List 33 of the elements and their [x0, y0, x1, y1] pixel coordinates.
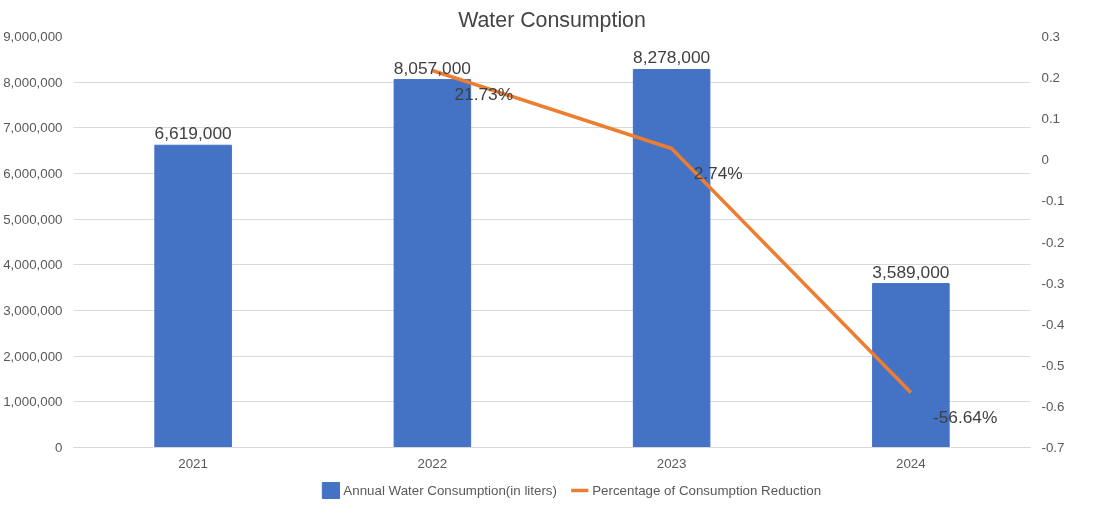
y2-tick-label: 0.1 — [1041, 111, 1061, 127]
y-tick-label: 1,000,000 — [3, 394, 63, 410]
y-tick-label: 5,000,000 — [3, 211, 63, 227]
x-tick-label: 2024 — [896, 455, 927, 471]
y2-tick-label: -0.5 — [1041, 357, 1065, 373]
y2-tick-label: -0.7 — [1041, 440, 1065, 455]
y2-tick-label: -0.4 — [1041, 316, 1066, 332]
data-label: 3,589,000 — [872, 261, 950, 282]
y-tick-label: 9,000,000 — [3, 29, 63, 44]
chart-title: Water Consumption — [458, 7, 646, 32]
y2-tick-label: -0.1 — [1041, 193, 1065, 209]
y-tick-label: 3,000,000 — [3, 303, 63, 318]
legend-label: Percentage of Consumption Reduction — [592, 483, 822, 498]
x-tick-label: 2023 — [656, 455, 687, 471]
y2-tick-label: 0 — [1041, 152, 1049, 168]
y-tick-label: 7,000,000 — [3, 120, 63, 136]
x-tick-label: 2022 — [417, 455, 448, 471]
data-label: 6,619,000 — [154, 123, 232, 144]
bar — [154, 144, 232, 448]
y-tick-label: 6,000,000 — [3, 166, 63, 181]
y2-tick-label: -0.2 — [1041, 234, 1065, 250]
data-label: 8,278,000 — [633, 47, 711, 68]
y-tick-label: 4,000,000 — [3, 257, 63, 273]
y-tick-label: 2,000,000 — [3, 348, 63, 364]
y2-tick-label: 0.3 — [1041, 29, 1061, 44]
x-tick-label: 2021 — [178, 455, 208, 471]
y-tick-label: 0 — [55, 440, 63, 455]
y2-tick-label: -0.6 — [1041, 398, 1065, 414]
y2-tick-label: -0.3 — [1041, 275, 1065, 291]
y2-tick-label: 0.2 — [1041, 70, 1061, 86]
data-label: 8,057,000 — [393, 57, 471, 78]
y-tick-label: 8,000,000 — [3, 74, 63, 90]
legend-label: Annual Water Consumption(in liters) — [343, 483, 557, 498]
